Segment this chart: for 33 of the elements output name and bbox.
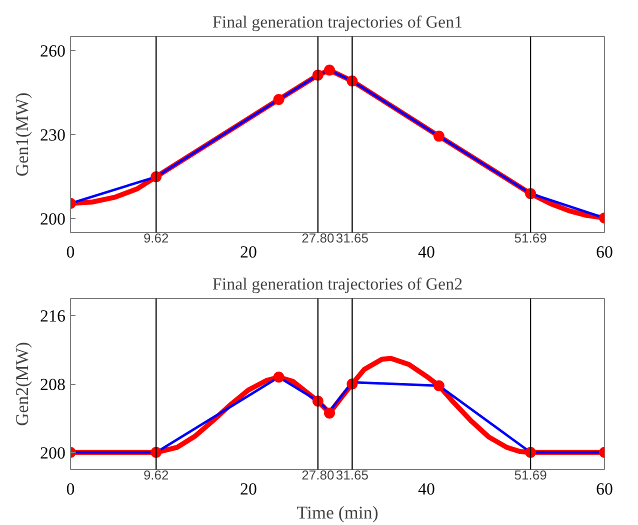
- ref-line-label: 27.80: [302, 468, 334, 482]
- y-tick-label: 200: [40, 210, 66, 228]
- y-tick-label: 260: [40, 42, 66, 60]
- y-tick-label: 208: [40, 375, 66, 394]
- point: [273, 94, 284, 105]
- ref-line-label: 31.65: [336, 230, 368, 246]
- x-tick-label: 20: [240, 242, 257, 262]
- ref-line-label: 51.69: [514, 468, 547, 482]
- ref-line-label: 27.80: [302, 230, 334, 246]
- x-tick-label: 60: [596, 480, 613, 498]
- ref-line-label: 9.62: [143, 468, 169, 482]
- point: [433, 380, 444, 392]
- point: [273, 372, 284, 383]
- y-axis-title: Gen2(MW): [12, 342, 32, 426]
- ref-line-label: 51.69: [514, 230, 547, 246]
- y-tick-label: 216: [40, 306, 66, 326]
- x-tick-label: 0: [66, 480, 75, 498]
- x-tick-label: 40: [418, 242, 435, 262]
- chart-title: Final generation trajectories of Gen2: [212, 274, 463, 294]
- point: [324, 64, 335, 76]
- chart-title: Final generation trajectories of Gen1: [212, 12, 463, 32]
- point: [324, 408, 335, 419]
- x-tick-label: 40: [418, 480, 435, 498]
- y-tick-label: 230: [40, 126, 66, 144]
- ref-line-label: 9.62: [143, 230, 169, 246]
- ref-line-label: 31.65: [336, 468, 368, 482]
- x-tick-label: 0: [66, 242, 75, 262]
- y-axis-title: Gen1(MW): [12, 92, 32, 176]
- x-tick-label: 20: [240, 480, 257, 498]
- point: [433, 130, 444, 142]
- y-tick-label: 200: [40, 443, 66, 462]
- x-tick-label: 60: [596, 242, 613, 262]
- x-axis-title: Time (min): [296, 502, 378, 522]
